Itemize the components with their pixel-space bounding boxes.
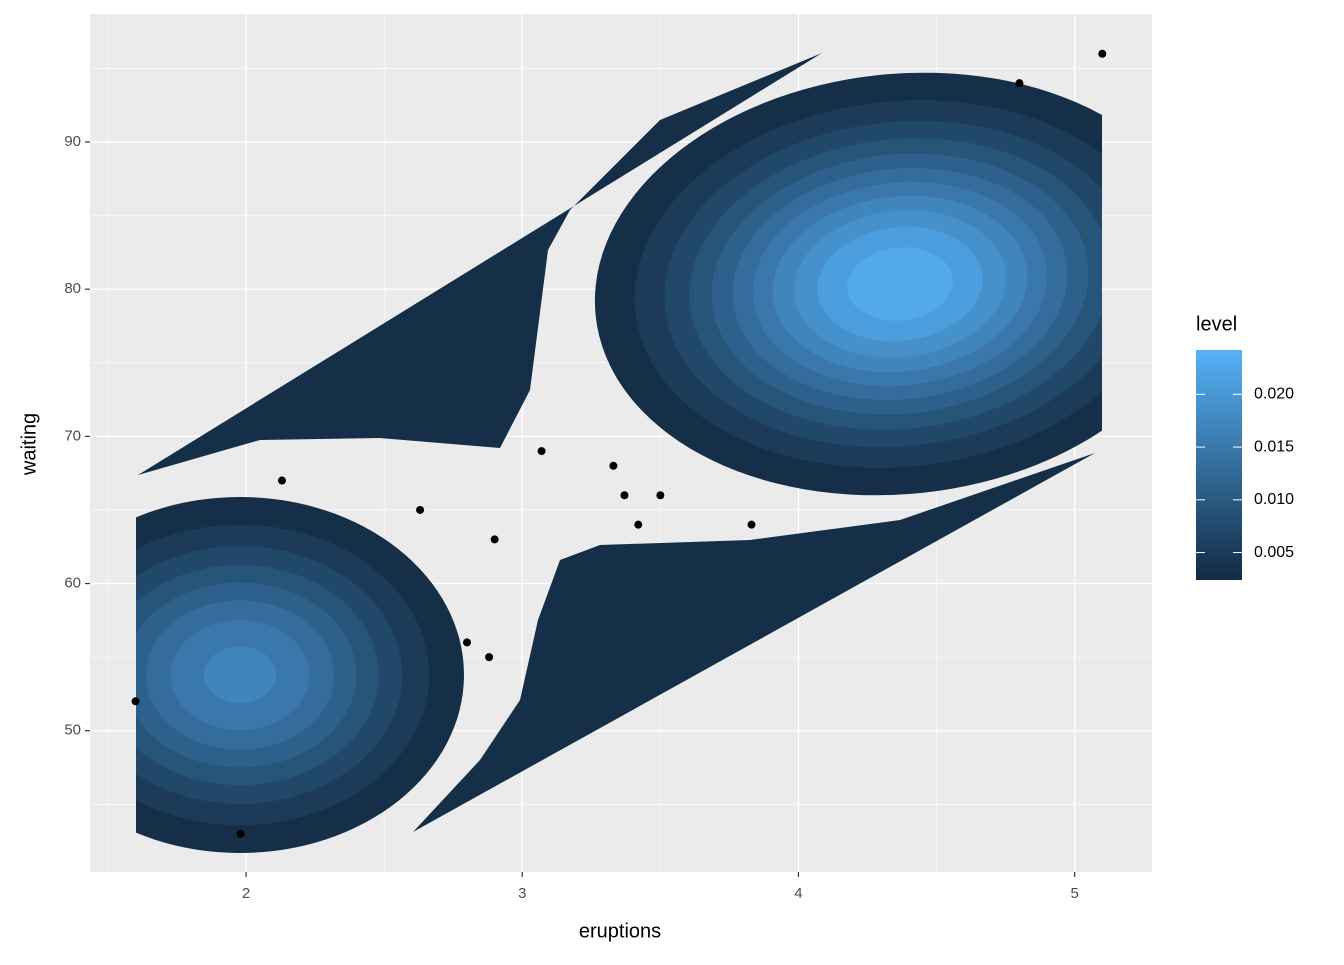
points bbox=[131, 49, 1107, 838]
x-tick-label: 4 bbox=[794, 885, 802, 902]
point bbox=[634, 520, 643, 529]
y-tick-label: 80 bbox=[64, 280, 81, 297]
point bbox=[656, 491, 665, 500]
point bbox=[1098, 49, 1107, 58]
y-axis-title: waiting bbox=[18, 413, 40, 476]
point bbox=[463, 638, 472, 647]
point bbox=[1015, 79, 1024, 88]
point bbox=[485, 653, 494, 662]
point bbox=[131, 697, 140, 706]
point bbox=[416, 505, 425, 514]
contour-band bbox=[413, 453, 1095, 832]
y-tick-label: 70 bbox=[64, 427, 81, 444]
x-axis-title: eruptions bbox=[579, 920, 661, 942]
x-tick-label: 5 bbox=[1070, 885, 1078, 902]
point bbox=[537, 447, 546, 456]
point bbox=[620, 491, 629, 500]
x-tick-label: 2 bbox=[242, 885, 250, 902]
legend-tick-label: 0.020 bbox=[1254, 386, 1294, 403]
y-tick-label: 60 bbox=[64, 575, 81, 592]
contours bbox=[136, 53, 1102, 853]
legend-title: level bbox=[1196, 313, 1237, 335]
contour-band bbox=[138, 53, 822, 475]
point bbox=[277, 476, 286, 485]
legend-tick-label: 0.015 bbox=[1254, 438, 1294, 455]
legend: 0.005 0.010 0.015 0.020 bbox=[1196, 386, 1294, 561]
contour-band bbox=[847, 247, 953, 321]
x-tick-label: 3 bbox=[518, 885, 526, 902]
point bbox=[747, 520, 756, 529]
point bbox=[236, 829, 245, 838]
colorbar bbox=[1196, 350, 1242, 580]
point bbox=[609, 461, 618, 470]
legend-tick-label: 0.005 bbox=[1254, 544, 1294, 561]
y-tick-label: 90 bbox=[64, 133, 81, 150]
legend-tick-label: 0.010 bbox=[1254, 491, 1294, 508]
y-tick-label: 50 bbox=[64, 722, 81, 739]
point bbox=[490, 535, 499, 544]
contour-band bbox=[204, 646, 276, 704]
